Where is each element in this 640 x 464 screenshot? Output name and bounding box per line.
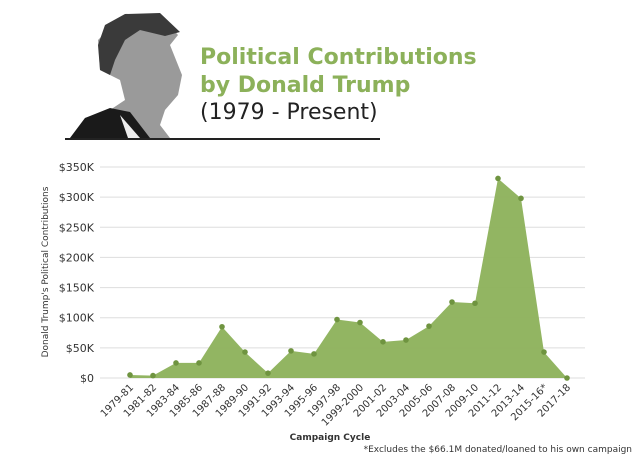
- y-tick-label: $100K: [59, 312, 95, 325]
- point: [265, 370, 271, 376]
- point: [564, 375, 570, 381]
- point: [518, 195, 524, 202]
- point: [196, 360, 202, 366]
- point: [311, 351, 317, 357]
- point: [357, 319, 363, 326]
- point: [334, 316, 340, 323]
- point: [173, 360, 179, 366]
- y-tick-label: $250K: [59, 221, 95, 234]
- point: [219, 323, 225, 330]
- y-tick-label: $300K: [59, 191, 95, 204]
- point: [449, 299, 455, 305]
- y-axis-label: Donald Trump's Political Contributions: [41, 186, 51, 357]
- area: [130, 178, 567, 378]
- y-tick-label: $0: [80, 372, 94, 385]
- point: [288, 348, 294, 354]
- y-tick-label: $150K: [59, 282, 95, 295]
- chart-subtitle: (1979 - Present): [200, 100, 378, 125]
- point: [403, 337, 409, 343]
- point: [541, 349, 547, 355]
- point: [380, 339, 386, 345]
- y-tick-label: $200K: [59, 251, 95, 264]
- annotation: *Excludes the $66.1M donated/loaned to h…: [364, 445, 632, 455]
- x-axis-label: Campaign Cycle: [290, 433, 371, 443]
- point: [242, 349, 248, 355]
- y-tick-label: $350K: [59, 161, 95, 174]
- portrait: [70, 13, 182, 138]
- point: [426, 323, 432, 329]
- point: [127, 372, 133, 378]
- point: [495, 175, 501, 182]
- point: [150, 372, 156, 379]
- y-tick-label: $50K: [66, 342, 95, 355]
- chart-title: Political Contributions by Donald Trump: [200, 45, 477, 98]
- point: [472, 300, 478, 307]
